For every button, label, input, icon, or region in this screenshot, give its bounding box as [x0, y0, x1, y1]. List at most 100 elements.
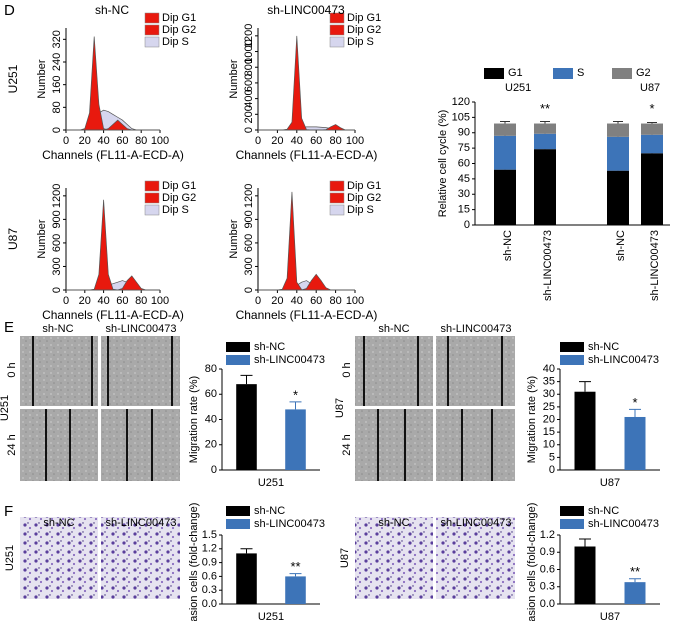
legend-label: S: [577, 67, 584, 79]
legend-swatch: [144, 12, 160, 24]
image: [101, 336, 180, 406]
error-bar: [240, 548, 253, 554]
bar: [624, 416, 646, 470]
x-tick-label: 80: [329, 135, 341, 147]
bar-segment: [494, 135, 516, 170]
error-bar: [289, 401, 302, 410]
significance: *: [649, 101, 654, 116]
error-bar: [647, 122, 657, 124]
y-tick-label: 0.6: [540, 563, 555, 575]
legend-swatch: [560, 506, 584, 516]
row-label: 24 h: [6, 434, 18, 455]
wound-edges: [363, 336, 503, 481]
y-tick-label: 0: [243, 127, 255, 133]
y-tick-label: 0: [464, 219, 470, 231]
y-tick-label: 75: [458, 142, 470, 154]
y-tick-label: 600: [243, 74, 255, 92]
y-tick-label: 25: [543, 401, 555, 413]
y-tick-label: 80: [51, 101, 63, 113]
column-label: sh-LINC00473: [106, 323, 177, 335]
error-bar: [579, 381, 591, 392]
y-tick-label: 1200: [243, 24, 255, 48]
significance: *: [293, 387, 298, 402]
legend-label: Dip G1: [347, 180, 381, 192]
bar-segment: [534, 123, 556, 134]
histogram-area: [258, 124, 355, 131]
cell-label: U251: [4, 545, 16, 571]
cell-label: U87: [339, 548, 351, 568]
legend-label: sh-NC: [588, 505, 619, 517]
y-tick-label: 900: [51, 210, 63, 228]
row-label: 0 h: [6, 362, 18, 377]
legend-label: G1: [508, 67, 523, 79]
column-label: sh-NC: [42, 323, 73, 335]
x-tick-label: 60: [116, 135, 128, 147]
y-tick-label: 0: [549, 464, 555, 476]
y-tick-label: 20: [543, 413, 555, 425]
y-tick-label: 600: [243, 234, 255, 252]
x-tick-label: 20: [79, 135, 91, 147]
legend-label: Dip G1: [347, 12, 381, 24]
legend-swatch: [226, 506, 250, 516]
x-axis-label: Channels (FL11-A-ECD-A): [236, 148, 378, 162]
bar-segment: [641, 153, 663, 225]
y-tick-label: 60: [205, 388, 217, 400]
x-tick-label: 0: [255, 295, 261, 307]
legend-swatch: [144, 192, 160, 204]
histogram-area: [66, 119, 160, 131]
legend-label: Dip G2: [162, 24, 196, 36]
y-tick-label: 40: [205, 413, 217, 425]
y-axis-label: Migration rate (%): [526, 376, 538, 463]
x-tick-label: 20: [271, 295, 283, 307]
cell-label: U251: [0, 395, 11, 421]
legend-label: G2: [636, 67, 651, 79]
y-tick-label: 400: [243, 89, 255, 107]
error-bar: [289, 573, 302, 577]
y-tick-label: 1.5: [202, 529, 217, 541]
y-tick-label: 5: [549, 451, 555, 463]
legend-label: Dip G2: [347, 192, 381, 204]
bar-segment: [534, 133, 556, 150]
column-label: sh-NC: [43, 517, 74, 529]
y-tick-label: 40: [543, 363, 555, 375]
x-tick-label: 80: [135, 135, 147, 147]
y-tick-label: 0: [51, 287, 63, 293]
y-tick-label: 900: [243, 210, 255, 228]
legend-swatch: [144, 180, 160, 192]
legend-label: sh-NC: [254, 341, 285, 353]
row-label: 24 h: [341, 434, 353, 455]
image: [101, 409, 180, 481]
x-tick-label: sh-NC: [502, 230, 514, 261]
panel-label: F: [4, 503, 13, 520]
legend-swatch: [329, 204, 345, 216]
y-tick-label: 105: [452, 111, 470, 123]
legend-swatch: [560, 342, 584, 352]
panel-label: D: [4, 2, 15, 19]
row-label: U251: [6, 64, 20, 93]
x-tick-label: 80: [135, 295, 147, 307]
bar: [574, 546, 596, 604]
legend-swatch: [144, 36, 160, 48]
y-tick-label: 160: [51, 75, 63, 93]
column-label: sh-LINC00473: [441, 517, 512, 529]
image: [355, 409, 433, 481]
legend-label: Dip S: [162, 204, 189, 216]
chart-title: sh-LINC00473: [267, 3, 345, 17]
column-label: sh-LINC00473: [441, 323, 512, 335]
y-tick-label: 0.9: [202, 557, 217, 569]
bar-segment: [607, 123, 629, 137]
legend-swatch: [484, 68, 504, 79]
y-tick-label: 0.3: [540, 581, 555, 593]
legend-label: Dip S: [347, 204, 374, 216]
y-tick-label: 320: [51, 30, 63, 48]
y-tick-label: 300: [243, 257, 255, 275]
y-tick-label: 20: [205, 439, 217, 451]
y-tick-label: 1000: [243, 39, 255, 63]
cell-label: U87: [334, 398, 346, 418]
legend-swatch: [329, 24, 345, 36]
y-axis-label: Number: [228, 59, 240, 98]
y-tick-label: 10: [543, 439, 555, 451]
legend-label: Dip G2: [162, 192, 196, 204]
x-axis-label: U251: [258, 611, 284, 621]
